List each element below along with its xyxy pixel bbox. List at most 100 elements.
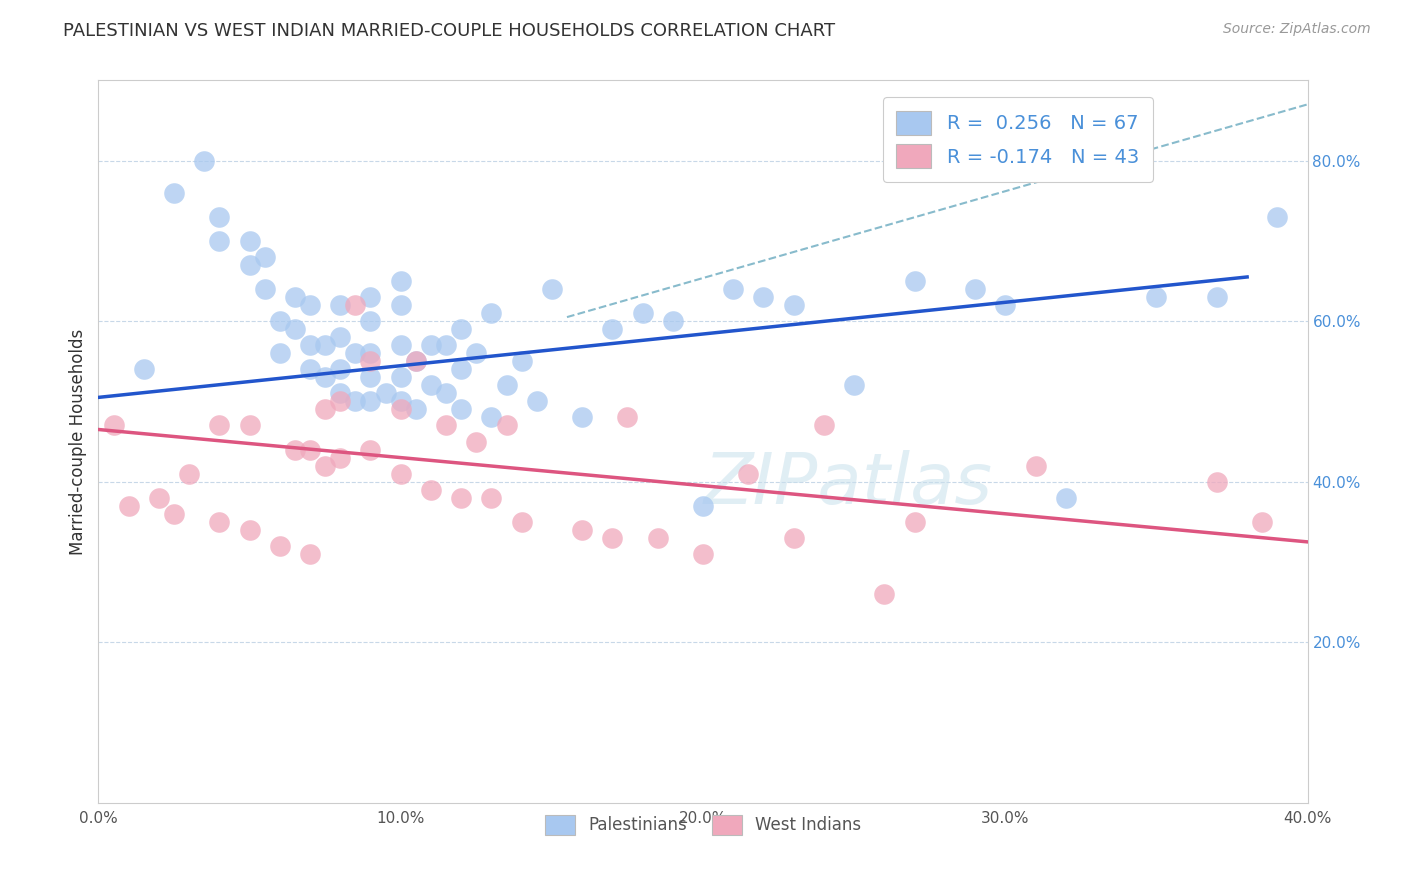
Point	[389, 370, 412, 384]
Point	[284, 290, 307, 304]
Point	[405, 402, 427, 417]
Point	[481, 410, 503, 425]
Point	[420, 378, 443, 392]
Point	[344, 346, 367, 360]
Point	[360, 354, 382, 368]
Point	[299, 338, 322, 352]
Point	[329, 298, 352, 312]
Point	[616, 410, 638, 425]
Point	[1267, 210, 1289, 224]
Point	[389, 467, 412, 481]
Point	[360, 370, 382, 384]
Point	[299, 298, 322, 312]
Point	[360, 394, 382, 409]
Point	[571, 523, 593, 537]
Point	[208, 418, 231, 433]
Point	[783, 298, 806, 312]
Point	[647, 531, 669, 545]
Point	[118, 499, 141, 513]
Point	[269, 346, 291, 360]
Point	[329, 330, 352, 344]
Point	[692, 547, 714, 561]
Point	[344, 394, 367, 409]
Point	[661, 314, 683, 328]
Point	[344, 298, 367, 312]
Legend: Palestinians, West Indians: Palestinians, West Indians	[534, 805, 872, 845]
Point	[631, 306, 654, 320]
Point	[904, 274, 927, 288]
Point	[148, 491, 170, 505]
Point	[495, 378, 517, 392]
Point	[495, 418, 517, 433]
Point	[450, 322, 472, 336]
Point	[299, 442, 322, 457]
Point	[360, 314, 382, 328]
Point	[299, 547, 322, 561]
Point	[389, 402, 412, 417]
Point	[239, 234, 262, 248]
Point	[314, 338, 336, 352]
Point	[239, 258, 262, 272]
Point	[813, 418, 835, 433]
Point	[405, 354, 427, 368]
Point	[1144, 290, 1167, 304]
Point	[389, 298, 412, 312]
Point	[360, 442, 382, 457]
Point	[269, 314, 291, 328]
Point	[737, 467, 759, 481]
Point	[253, 282, 276, 296]
Point	[450, 362, 472, 376]
Point	[208, 210, 231, 224]
Point	[284, 322, 307, 336]
Point	[314, 402, 336, 417]
Point	[193, 153, 215, 168]
Point	[299, 362, 322, 376]
Point	[239, 523, 262, 537]
Point	[465, 434, 488, 449]
Point	[420, 483, 443, 497]
Point	[602, 322, 624, 336]
Point	[208, 234, 231, 248]
Point	[752, 290, 775, 304]
Point	[723, 282, 745, 296]
Point	[284, 442, 307, 457]
Point	[904, 515, 927, 529]
Point	[389, 274, 412, 288]
Point	[873, 587, 896, 601]
Point	[783, 531, 806, 545]
Point	[179, 467, 201, 481]
Point	[1206, 475, 1229, 489]
Point	[329, 394, 352, 409]
Text: ZIPatlas: ZIPatlas	[703, 450, 993, 519]
Point	[1206, 290, 1229, 304]
Point	[571, 410, 593, 425]
Point	[405, 354, 427, 368]
Point	[360, 346, 382, 360]
Point	[994, 298, 1017, 312]
Point	[510, 515, 533, 529]
Point	[314, 458, 336, 473]
Point	[540, 282, 562, 296]
Point	[692, 499, 714, 513]
Point	[1054, 491, 1077, 505]
Text: PALESTINIAN VS WEST INDIAN MARRIED-COUPLE HOUSEHOLDS CORRELATION CHART: PALESTINIAN VS WEST INDIAN MARRIED-COUPL…	[63, 22, 835, 40]
Point	[329, 450, 352, 465]
Point	[526, 394, 548, 409]
Point	[434, 418, 457, 433]
Point	[103, 418, 125, 433]
Point	[269, 539, 291, 553]
Point	[510, 354, 533, 368]
Point	[163, 186, 186, 200]
Point	[420, 338, 443, 352]
Point	[450, 402, 472, 417]
Point	[163, 507, 186, 521]
Point	[465, 346, 488, 360]
Point	[481, 491, 503, 505]
Point	[602, 531, 624, 545]
Point	[450, 491, 472, 505]
Point	[481, 306, 503, 320]
Y-axis label: Married-couple Households: Married-couple Households	[69, 328, 87, 555]
Point	[208, 515, 231, 529]
Point	[389, 394, 412, 409]
Point	[374, 386, 396, 401]
